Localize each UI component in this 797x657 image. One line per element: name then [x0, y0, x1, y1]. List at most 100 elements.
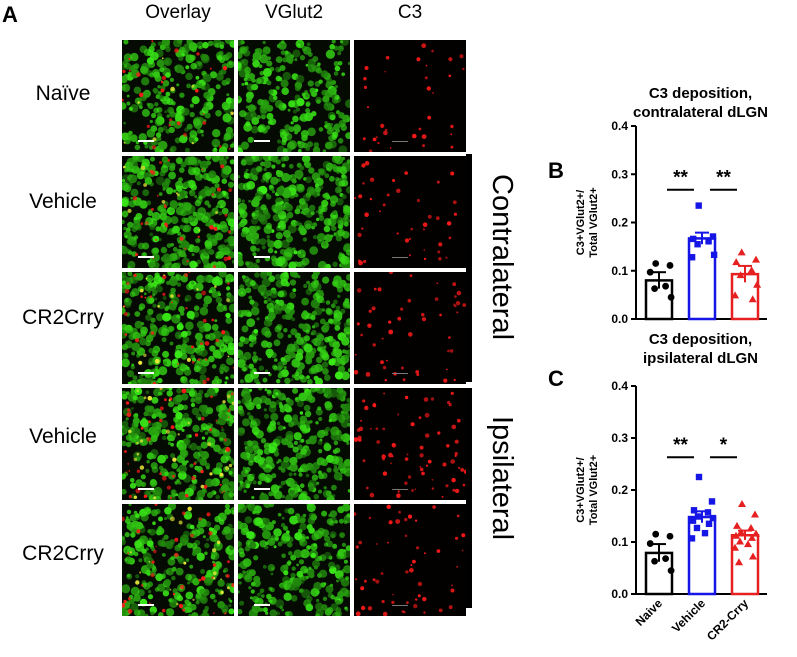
data-point	[749, 552, 757, 560]
scale-bar	[138, 604, 154, 606]
data-point	[735, 558, 743, 566]
micrograph-overlay	[122, 272, 234, 384]
chart-c-title: C3 deposition, ipsilateral dLGN	[608, 330, 793, 368]
data-point	[651, 557, 658, 565]
significance-label: **	[673, 168, 688, 189]
ipsilateral-bracket	[466, 388, 472, 608]
data-point	[688, 254, 696, 261]
micrograph-overlay	[122, 504, 234, 616]
micrograph-c3	[354, 388, 466, 500]
significance-label: **	[673, 435, 688, 456]
scale-bar	[254, 256, 270, 258]
data-point	[694, 241, 701, 248]
micrograph-vglut2	[238, 40, 350, 152]
data-point	[731, 291, 740, 299]
row-label-cr2crry-contralateral: CR2Crry	[22, 306, 104, 329]
data-point	[732, 258, 741, 266]
y-tick-label: 0.2	[611, 216, 628, 230]
micrograph-c3	[354, 40, 466, 152]
data-point	[744, 540, 752, 548]
chart-c-title-line-1: C3 deposition,	[648, 331, 753, 348]
data-point	[747, 266, 756, 274]
data-point	[695, 202, 702, 209]
row-label-vehicle-contralateral: Vehicle	[29, 190, 97, 213]
chart-b-title-line-2: contralateral dLGN	[632, 104, 769, 121]
column-header-c3: C3	[397, 2, 423, 23]
data-point	[748, 295, 757, 303]
data-point	[737, 528, 745, 536]
y-axis-label: C3+VGlut2+/Total VGlut2+	[575, 455, 600, 525]
data-point	[701, 529, 709, 537]
y-tick-label: 0.1	[611, 264, 628, 278]
data-point	[731, 543, 739, 551]
data-point	[651, 285, 658, 293]
row-label-vehicle-ipsilateral: Vehicle	[29, 425, 97, 448]
y-axis-label: C3+VGlut2+/Total VGlut2+	[575, 187, 600, 257]
y-axis-label-line: Total VGlut2+	[588, 455, 600, 525]
bar-vehicle	[687, 237, 717, 321]
scale-bar	[392, 489, 408, 490]
data-point	[690, 235, 697, 243]
scale-bar	[254, 488, 270, 490]
data-point	[732, 531, 740, 539]
scale-bar	[392, 257, 408, 258]
scale-bar	[138, 488, 154, 490]
data-point	[733, 521, 741, 529]
data-point	[646, 540, 654, 547]
y-axis-label-line: C3+VGlut2+/	[575, 190, 587, 255]
chart-c: C3+VGlut2+/Total VGlut2+ 0.0 0.1 0.2 0.3 0.4 N…	[575, 379, 767, 643]
data-point	[667, 567, 675, 574]
scale-bar	[392, 141, 408, 142]
micrograph-c3	[354, 504, 466, 616]
data-point	[694, 513, 702, 520]
data-point	[709, 514, 717, 522]
data-point	[751, 510, 759, 518]
scale-bar	[392, 605, 408, 606]
panel-c-letter: C	[548, 366, 564, 391]
micrograph-vglut2	[238, 156, 350, 268]
micrograph-overlay	[122, 156, 234, 268]
y-tick-label: 0.3	[611, 431, 628, 445]
y-tick-label: 0.0	[611, 312, 628, 326]
bar-vehicle	[687, 515, 717, 596]
data-point	[736, 537, 744, 545]
data-point	[705, 238, 712, 245]
micrograph-c3	[354, 272, 466, 384]
data-point	[688, 535, 696, 542]
scale-bar	[254, 604, 270, 606]
panel-a-letter: A	[2, 2, 18, 27]
micrograph-overlay	[122, 388, 234, 500]
x-tick-label: CR2-Crry	[704, 596, 751, 643]
y-axis-label-line: C3+VGlut2+/	[575, 457, 587, 522]
y-tick-label: 0.2	[611, 483, 628, 497]
y-tick-label: 0.0	[611, 587, 628, 601]
data-point	[666, 532, 674, 540]
scale-bar	[138, 256, 154, 258]
scale-bar	[138, 140, 154, 142]
data-point	[695, 473, 703, 481]
data-point	[737, 248, 746, 256]
significance-label: **	[716, 168, 731, 189]
micrograph-vglut2	[238, 388, 350, 500]
scale-bar	[254, 140, 270, 142]
data-point	[666, 262, 674, 269]
data-point	[747, 523, 755, 531]
data-point	[662, 282, 669, 290]
micrograph-overlay	[122, 40, 234, 152]
data-point	[690, 507, 698, 514]
micrograph-vglut2	[238, 272, 350, 384]
column-header-vglut2: VGlut2	[264, 2, 324, 23]
data-point	[705, 520, 713, 527]
x-tick-label: Vehicle	[669, 596, 708, 635]
contralateral-bracket	[466, 154, 472, 382]
data-point	[662, 555, 669, 563]
data-point	[748, 533, 756, 541]
side-label-contralateral: Contralateral	[486, 174, 518, 341]
significance-label: *	[720, 435, 728, 456]
chart-b-title-line-1: C3 deposition,	[648, 85, 753, 102]
data-point	[646, 268, 654, 276]
y-tick-label: 0.4	[611, 379, 628, 393]
scale-bar	[392, 373, 408, 374]
micrograph-c3	[354, 156, 466, 268]
row-label-naive: Naïve	[35, 82, 91, 105]
